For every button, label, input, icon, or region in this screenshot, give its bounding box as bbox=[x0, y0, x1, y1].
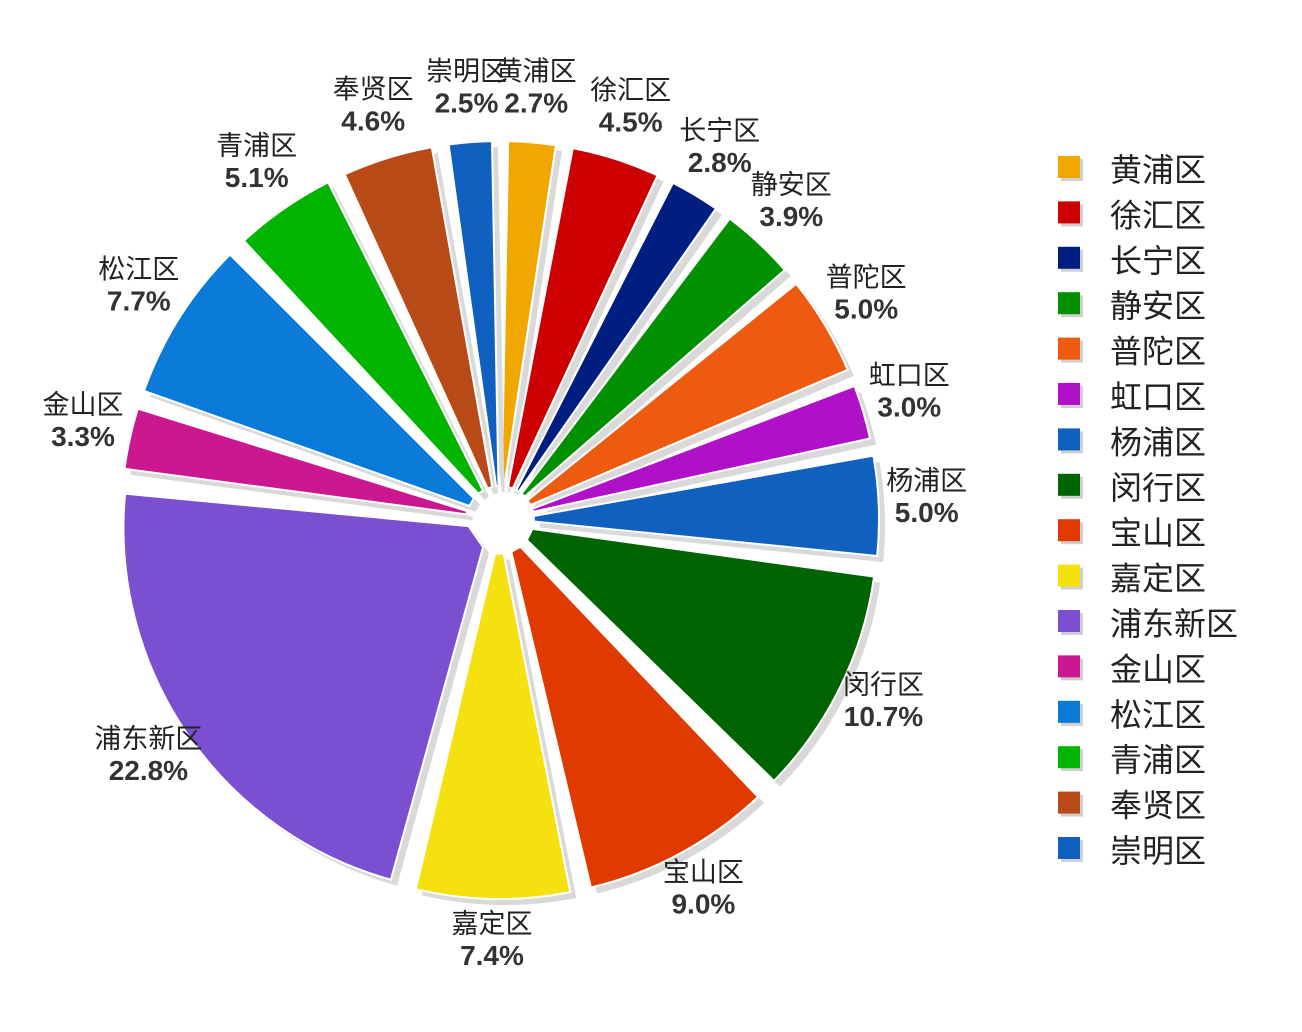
slice-name-label: 奉贤区 bbox=[333, 74, 414, 105]
slice-name-label: 徐汇区 bbox=[590, 76, 671, 107]
legend-swatch bbox=[1058, 292, 1080, 315]
slice-name-label: 浦东新区 bbox=[94, 724, 202, 755]
slice-percent-label: 2.7% bbox=[504, 88, 568, 119]
legend-swatch bbox=[1058, 473, 1080, 496]
legend-swatch bbox=[1058, 610, 1080, 632]
pie-slice bbox=[343, 146, 494, 490]
slice-name-label: 松江区 bbox=[98, 254, 179, 285]
slice-percent-label: 5.0% bbox=[834, 293, 898, 324]
legend: 黄浦区徐汇区长宁区静安区普陀区虹口区杨浦区闵行区宝山区嘉定区浦东新区金山区松江区… bbox=[1058, 151, 1238, 870]
slice-name-label: 青浦区 bbox=[216, 131, 297, 162]
pie-slice bbox=[514, 181, 718, 493]
legend-label: 松江区 bbox=[1110, 696, 1206, 734]
pie-slice bbox=[447, 140, 500, 488]
slice-name-label: 宝山区 bbox=[663, 858, 744, 889]
legend-label: 闵行区 bbox=[1110, 469, 1206, 507]
legend-label: 徐汇区 bbox=[1110, 196, 1206, 234]
pie-slice bbox=[506, 147, 659, 490]
legend-swatch bbox=[1058, 428, 1080, 451]
legend-label: 黄浦区 bbox=[1110, 151, 1206, 189]
legend-swatch bbox=[1058, 791, 1080, 814]
legend-label: 静安区 bbox=[1110, 287, 1206, 325]
pie-slice bbox=[414, 552, 572, 900]
legend-swatch bbox=[1058, 156, 1080, 178]
slice-percent-label: 4.6% bbox=[341, 105, 405, 136]
slice-name-label: 长宁区 bbox=[679, 116, 760, 147]
pie-slice bbox=[500, 140, 558, 488]
slice-percent-label: 4.5% bbox=[599, 107, 663, 138]
slice-percent-label: 3.3% bbox=[51, 421, 115, 452]
pie-slice bbox=[122, 492, 485, 881]
slice-name-label: 黄浦区 bbox=[496, 57, 577, 88]
pie-slices bbox=[122, 140, 886, 905]
legend-label: 杨浦区 bbox=[1110, 423, 1206, 461]
pie-slice bbox=[142, 253, 476, 508]
legend-swatch bbox=[1058, 700, 1080, 723]
legend-label: 奉贤区 bbox=[1110, 787, 1206, 825]
pie-slice bbox=[532, 454, 880, 558]
slice-percent-label: 3.0% bbox=[877, 391, 941, 422]
pie-slice bbox=[526, 282, 850, 507]
slice-percent-label: 2.8% bbox=[688, 147, 752, 178]
slice-name-label: 虹口区 bbox=[869, 360, 950, 391]
slice-name-label: 普陀区 bbox=[826, 262, 907, 293]
legend-swatch bbox=[1058, 246, 1080, 269]
slice-name-label: 崇明区 bbox=[426, 56, 507, 87]
legend-label: 崇明区 bbox=[1110, 832, 1206, 870]
slice-percent-label: 10.7% bbox=[844, 701, 923, 732]
pie-slice bbox=[520, 217, 787, 498]
slice-percent-label: 5.0% bbox=[895, 497, 959, 528]
slice-percent-label: 3.9% bbox=[759, 201, 823, 232]
legend-label: 金山区 bbox=[1110, 650, 1206, 688]
legend-label: 宝山区 bbox=[1110, 514, 1206, 552]
slice-name-label: 静安区 bbox=[751, 170, 832, 201]
pie-slice bbox=[510, 545, 760, 889]
legend-label: 嘉定区 bbox=[1110, 560, 1206, 598]
slice-percent-label: 7.7% bbox=[107, 285, 171, 316]
legend-swatch bbox=[1058, 746, 1080, 769]
legend-swatch bbox=[1058, 564, 1080, 587]
legend-label: 长宁区 bbox=[1110, 242, 1206, 280]
legend-label: 虹口区 bbox=[1110, 378, 1206, 416]
legend-swatch bbox=[1058, 201, 1080, 224]
legend-label: 浦东新区 bbox=[1110, 605, 1238, 643]
legend-swatch bbox=[1058, 655, 1080, 678]
pie-slice bbox=[525, 527, 876, 783]
legend-swatch bbox=[1058, 519, 1080, 542]
slice-percent-label: 22.8% bbox=[109, 755, 188, 786]
pie-slice bbox=[530, 384, 872, 513]
legend-label: 普陀区 bbox=[1110, 333, 1206, 371]
slice-percent-label: 7.4% bbox=[460, 940, 524, 971]
legend-swatch bbox=[1058, 383, 1080, 405]
legend-label: 青浦区 bbox=[1110, 741, 1206, 779]
pie-slice bbox=[242, 180, 485, 496]
slice-percent-label: 5.1% bbox=[225, 162, 289, 193]
slice-name-label: 嘉定区 bbox=[452, 909, 533, 940]
legend-swatch bbox=[1058, 337, 1080, 360]
slice-percent-label: 2.5% bbox=[435, 87, 499, 118]
legend-swatch bbox=[1058, 837, 1080, 859]
slice-name-label: 杨浦区 bbox=[886, 466, 967, 497]
slice-percent-label: 9.0% bbox=[671, 889, 735, 920]
slice-name-label: 闵行区 bbox=[843, 670, 924, 701]
pie-slice bbox=[123, 407, 469, 516]
slice-name-label: 金山区 bbox=[43, 390, 124, 421]
